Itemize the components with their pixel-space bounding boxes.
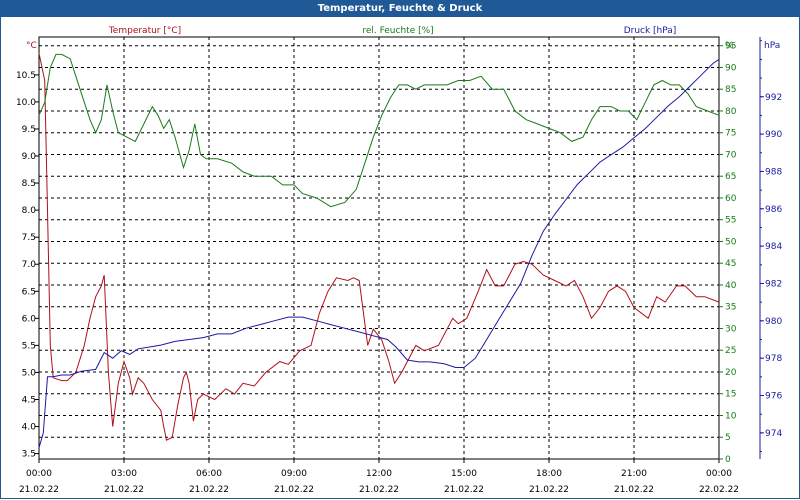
x-tick-date-label: 21.02.22 xyxy=(274,485,314,495)
humidity-tick-label: 20 xyxy=(725,368,737,378)
temperature-tick-label: 9.5 xyxy=(22,125,36,135)
x-tick-date-label: 21.02.22 xyxy=(189,485,229,495)
x-tick-time-label: 00:00 xyxy=(26,469,52,479)
temperature-unit-label: °C xyxy=(26,41,37,51)
x-tick-time-label: 21:00 xyxy=(621,469,647,479)
temperature-tick-label: 5.0 xyxy=(22,368,37,378)
humidity-tick-label: 55 xyxy=(725,216,736,226)
humidity-tick-label: 45 xyxy=(725,259,736,269)
x-tick-date-label: 21.02.22 xyxy=(104,485,144,495)
x-tick-time-label: 03:00 xyxy=(111,469,137,479)
x-tick-time-label: 18:00 xyxy=(536,469,562,479)
pressure-tick-label: 978 xyxy=(765,354,782,364)
humidity-tick-label: 15 xyxy=(725,390,736,400)
temperature-tick-label: 4.0 xyxy=(22,423,37,433)
pressure-axis-label: Druck [hPa] xyxy=(624,26,677,36)
temperature-tick-label: 7.5 xyxy=(22,233,36,243)
temperature-axis-label: Temperatur [°C] xyxy=(108,26,181,36)
pressure-tick-label: 974 xyxy=(765,429,782,439)
x-tick-time-label: 09:00 xyxy=(281,469,307,479)
humidity-tick-label: 90 xyxy=(725,63,737,73)
humidity-axis-label: rel. Feuchte [%] xyxy=(362,26,433,36)
axis-ticks: 00:00 21.02.22 03:00 21.02.22 06:00 21.02.22 0… xyxy=(16,40,782,495)
temperature-tick-label: 3.5 xyxy=(22,450,36,460)
x-tick-date-label: 21.02.22 xyxy=(529,485,569,495)
humidity-tick-label: 65 xyxy=(725,172,736,182)
x-tick-date-label: 21.02.22 xyxy=(359,485,399,495)
temperature-tick-label: 8.0 xyxy=(22,206,37,216)
humidity-tick-label: 50 xyxy=(725,237,737,247)
humidity-unit-label: % xyxy=(725,41,734,51)
x-tick-time-label: 06:00 xyxy=(196,469,222,479)
pressure-tick-label: 980 xyxy=(765,317,782,327)
temperature-series-line xyxy=(38,53,720,441)
temperature-tick-label: 8.5 xyxy=(22,179,36,189)
x-tick-time-label: 12:00 xyxy=(366,469,392,479)
pressure-unit-label: hPa xyxy=(764,41,780,51)
temperature-tick-label: 6.0 xyxy=(22,314,37,324)
x-tick-date-label: 21.02.22 xyxy=(444,485,484,495)
pressure-tick-label: 982 xyxy=(765,279,782,289)
humidity-series-line xyxy=(38,53,720,208)
temperature-tick-label: 10.5 xyxy=(16,71,36,81)
pressure-tick-label: 986 xyxy=(765,205,782,215)
humidity-tick-label: 85 xyxy=(725,85,736,95)
grid-lines xyxy=(39,37,719,459)
pressure-series-line xyxy=(38,58,720,448)
x-tick-date-label: 22.02.22 xyxy=(699,485,739,495)
temperature-tick-label: 6.5 xyxy=(22,287,36,297)
pressure-tick-label: 988 xyxy=(765,167,782,177)
chart-title: Temperatur, Feuchte & Druck xyxy=(0,0,800,17)
humidity-tick-label: 25 xyxy=(725,346,736,356)
x-tick-date-label: 21.02.22 xyxy=(19,485,59,495)
humidity-tick-label: 70 xyxy=(725,150,737,160)
humidity-tick-label: 30 xyxy=(725,324,737,334)
temperature-tick-label: 7.0 xyxy=(22,260,37,270)
x-tick-date-label: 21.02.22 xyxy=(614,485,654,495)
humidity-tick-label: 40 xyxy=(725,281,737,291)
temperature-tick-label: 10.0 xyxy=(16,98,36,108)
pressure-tick-label: 984 xyxy=(765,242,782,252)
x-tick-time-label: 00:00 xyxy=(706,469,732,479)
data-series xyxy=(38,53,720,448)
humidity-tick-label: 95 xyxy=(725,42,736,52)
pressure-tick-label: 976 xyxy=(765,392,782,402)
humidity-tick-label: 80 xyxy=(725,107,737,117)
humidity-tick-label: 60 xyxy=(725,194,737,204)
temperature-tick-label: 9.0 xyxy=(22,152,37,162)
humidity-tick-label: 10 xyxy=(725,411,737,421)
temperature-tick-label: 5.5 xyxy=(22,341,36,351)
humidity-tick-label: 0 xyxy=(725,455,731,465)
pressure-tick-label: 990 xyxy=(765,130,782,140)
pressure-tick-label: 992 xyxy=(765,93,782,103)
x-tick-time-label: 15:00 xyxy=(451,469,477,479)
temperature-tick-label: 4.5 xyxy=(22,395,36,405)
humidity-tick-label: 35 xyxy=(725,303,736,313)
humidity-tick-label: 5 xyxy=(725,433,731,443)
humidity-tick-label: 75 xyxy=(725,129,736,139)
